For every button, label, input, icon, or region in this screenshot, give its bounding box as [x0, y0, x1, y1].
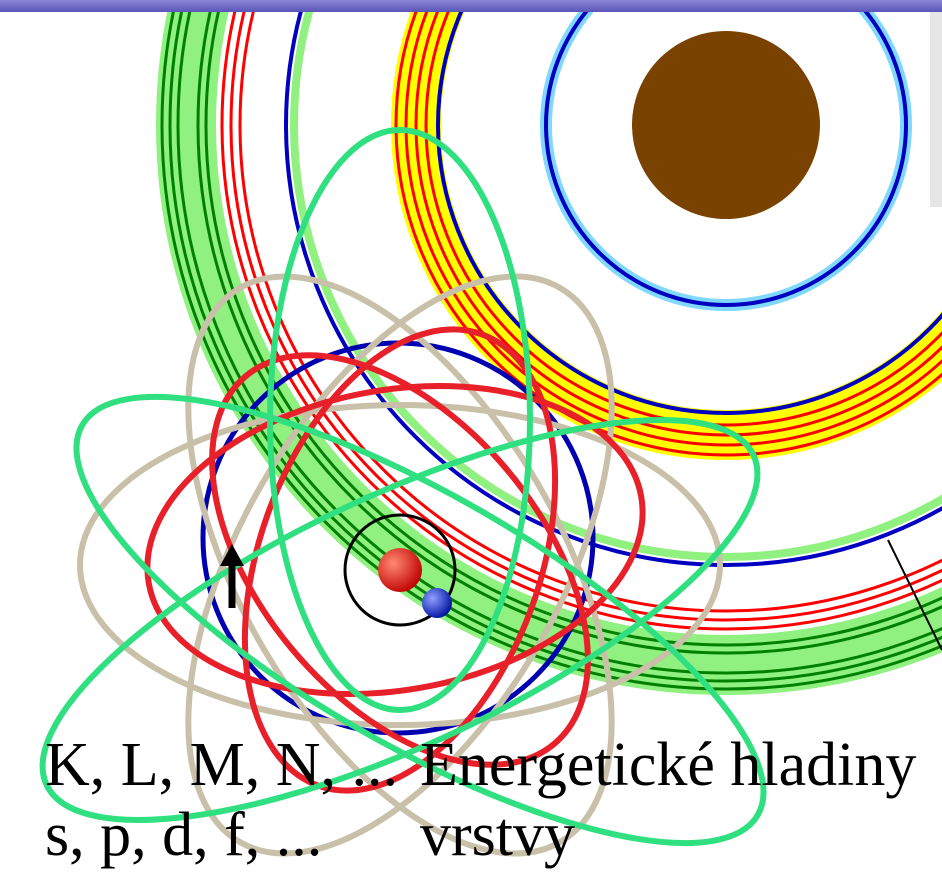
legend: K, L, M, N, ... Energetické hladiny s, p… — [45, 731, 916, 869]
side-box — [930, 12, 942, 207]
symbols: s, p, d, f, ... — [45, 801, 322, 869]
meaning: Energetické hladiny — [420, 731, 916, 799]
slide: K, L, M, N, ... Energetické hladiny s, p… — [0, 0, 942, 893]
page: {"legend": {"rows": [ {"symbols": "K, L,… — [0, 0, 942, 893]
symbols: K, L, M, N, ... — [45, 731, 398, 799]
meaning: vrstvy — [420, 801, 575, 869]
shell-diagram — [162, 0, 942, 689]
title-bar — [0, 0, 942, 12]
